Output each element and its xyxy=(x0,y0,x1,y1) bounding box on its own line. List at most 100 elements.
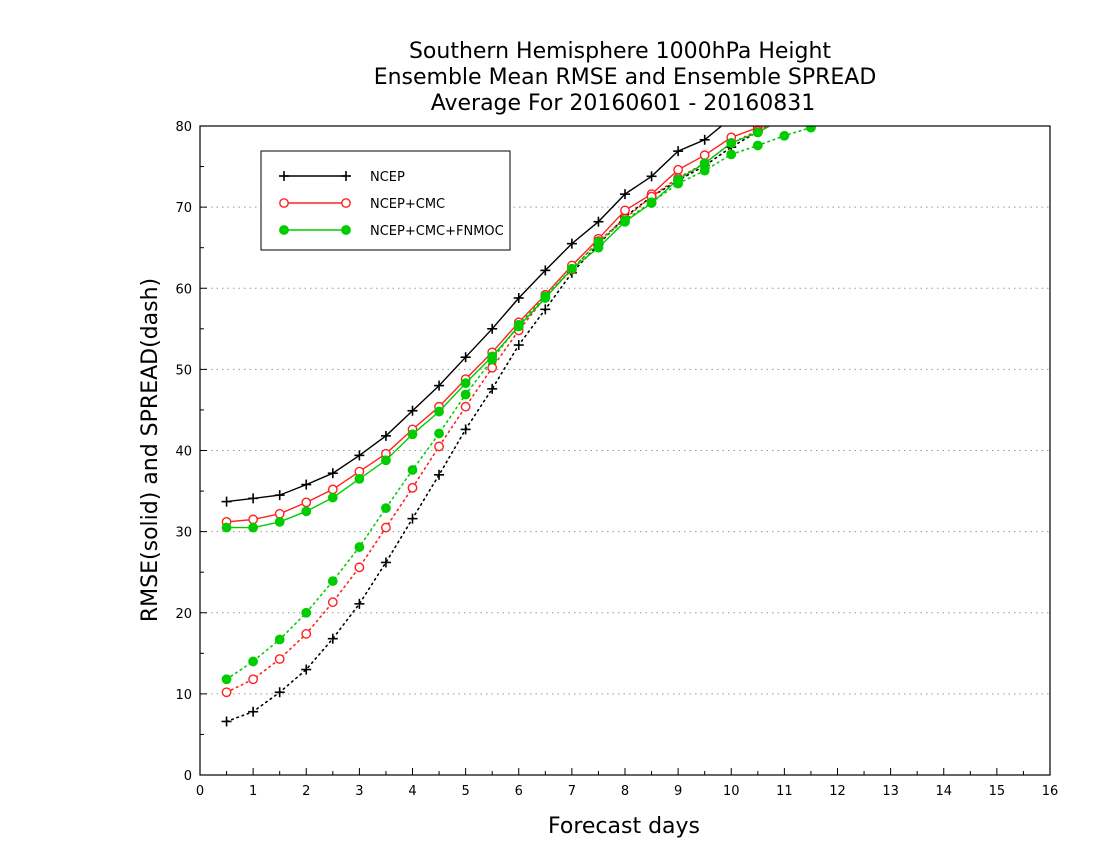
title-line-2: Ensemble Mean RMSE and Ensemble SPREAD xyxy=(374,65,877,90)
x-tick-label: 15 xyxy=(989,784,1006,799)
data-point xyxy=(487,383,498,394)
data-point xyxy=(699,150,710,161)
x-axis-title: Forecast days xyxy=(548,814,700,839)
data-point xyxy=(434,428,444,439)
legend-box xyxy=(260,150,511,251)
data-point xyxy=(460,389,471,400)
series-line-ncep-cmc-spread xyxy=(225,126,770,694)
data-point xyxy=(301,628,312,639)
x-tick-label: 5 xyxy=(461,784,469,799)
data-point xyxy=(354,542,365,552)
data-point xyxy=(327,576,338,587)
data-point xyxy=(354,450,365,461)
legend-marker xyxy=(279,171,289,181)
data-point xyxy=(699,165,710,176)
x-tick-label: 0 xyxy=(196,784,204,799)
data-point xyxy=(673,164,684,175)
series-layer xyxy=(221,126,818,727)
chart-title: Southern Hemisphere 1000hPa Height Ensem… xyxy=(374,39,877,116)
data-point xyxy=(301,497,312,508)
legend-entry-ncep: NCEP xyxy=(279,170,405,185)
data-point xyxy=(274,490,285,501)
data-point xyxy=(381,522,391,533)
series-ncep-rmse xyxy=(221,126,723,507)
data-point xyxy=(620,215,630,226)
data-point xyxy=(354,562,365,573)
data-point xyxy=(434,406,444,417)
data-point xyxy=(620,205,630,216)
x-tick-label: 16 xyxy=(1042,784,1059,799)
gridlines xyxy=(200,206,1050,695)
title-line-3: Average For 20160601 - 20160831 xyxy=(431,91,816,116)
data-point xyxy=(274,508,285,519)
legend-entry-ncep-cmc: NCEP+CMC xyxy=(279,197,445,212)
x-tick-label: 3 xyxy=(355,784,363,799)
data-point xyxy=(327,597,338,608)
x-axis-ticks: 0 1 2 3 4 5 6 7 8 9 10 11 12 13 14 15 16 xyxy=(196,768,1058,799)
data-point xyxy=(248,674,259,685)
y-tick-label: 80 xyxy=(175,120,192,135)
y-tick-label: 20 xyxy=(175,607,192,622)
data-point xyxy=(407,465,418,475)
data-point xyxy=(646,171,657,182)
x-tick-label: 14 xyxy=(935,784,952,799)
y-axis-ticks: 0 10 20 30 40 50 60 70 80 xyxy=(175,120,207,784)
legend-items: NCEP NCEP+CMC NCEP+CMC+FNMOC xyxy=(279,170,504,239)
data-point xyxy=(806,126,816,133)
data-point xyxy=(513,292,524,303)
data-point xyxy=(566,263,577,274)
data-point xyxy=(221,716,232,727)
data-point xyxy=(673,178,684,189)
data-point xyxy=(407,482,418,493)
data-point xyxy=(248,522,259,533)
data-point xyxy=(301,479,312,490)
legend-label: NCEP+CMC xyxy=(370,197,445,212)
data-point xyxy=(248,493,259,504)
x-tick-label: 9 xyxy=(674,784,682,799)
data-point xyxy=(460,378,471,389)
y-tick-label: 70 xyxy=(175,201,192,216)
data-point xyxy=(327,633,338,644)
data-point xyxy=(354,598,365,609)
x-tick-label: 12 xyxy=(829,784,846,799)
x-tick-label: 2 xyxy=(302,784,310,799)
data-point xyxy=(221,687,232,698)
data-point xyxy=(620,189,630,200)
series-line-ncep-cmc-fnmoc-spread xyxy=(225,126,818,681)
x-tick-label: 10 xyxy=(723,784,740,799)
x-tick-label: 6 xyxy=(515,784,523,799)
legend-label: NCEP xyxy=(370,170,405,185)
y-axis-title: RMSE(solid) and SPREAD(dash) xyxy=(138,278,163,622)
legend-marker xyxy=(341,171,351,181)
data-point xyxy=(407,513,418,524)
data-point xyxy=(301,664,312,675)
data-point xyxy=(301,607,312,618)
data-point xyxy=(673,146,684,157)
data-point xyxy=(460,401,471,412)
data-point xyxy=(407,405,418,416)
data-point xyxy=(646,197,657,208)
x-tick-label: 13 xyxy=(882,784,899,799)
y-tick-label: 30 xyxy=(175,526,192,541)
data-point xyxy=(301,506,312,517)
y-tick-label: 40 xyxy=(175,445,192,460)
data-point xyxy=(274,654,285,664)
data-point xyxy=(221,674,232,685)
data-point xyxy=(381,503,391,513)
data-point xyxy=(540,291,551,302)
data-point xyxy=(434,469,445,480)
series-ncep-cmc-fnmoc-spread xyxy=(221,126,818,685)
legend-marker xyxy=(279,198,289,208)
data-point xyxy=(274,687,285,698)
y-tick-label: 0 xyxy=(184,769,192,784)
data-point xyxy=(327,468,338,479)
data-point xyxy=(434,380,445,391)
data-point xyxy=(487,323,498,334)
legend-marker xyxy=(279,225,289,235)
data-point xyxy=(354,473,365,484)
data-point xyxy=(513,319,524,330)
legend-marker xyxy=(341,225,351,235)
data-point xyxy=(460,352,471,363)
series-line-ncep-cmc-rmse xyxy=(226,126,763,523)
